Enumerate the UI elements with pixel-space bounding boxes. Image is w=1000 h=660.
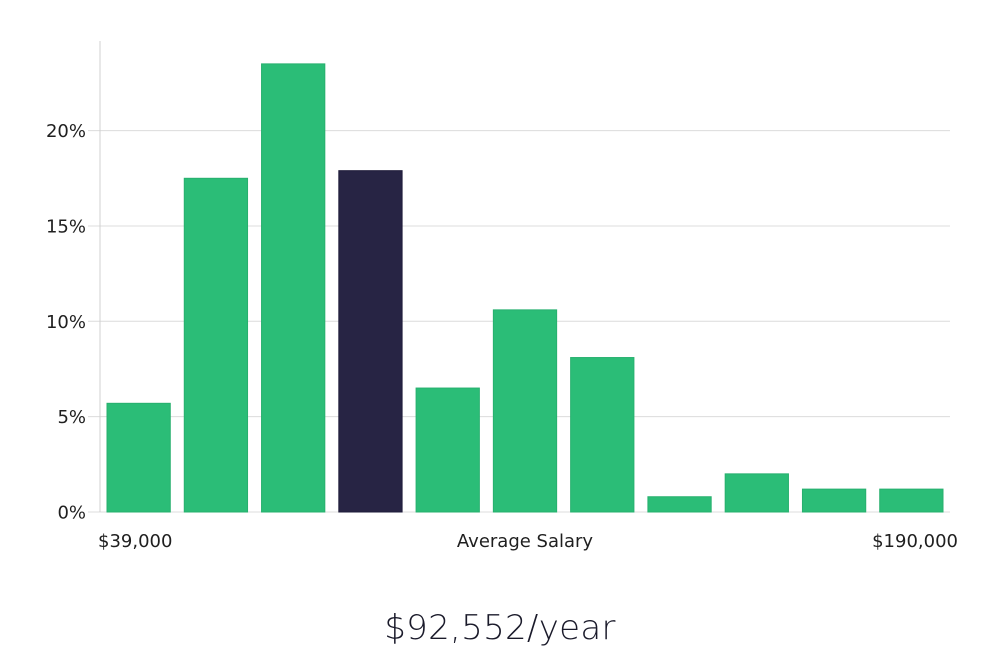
average-salary-value: $92,552/year	[384, 608, 616, 648]
histogram-bar	[724, 473, 789, 513]
y-tick-label: 10%	[46, 312, 86, 333]
y-axis: 0% 5% 10% 15% 20%	[46, 41, 101, 524]
x-axis-max-label: $190,000	[872, 531, 958, 552]
x-axis-min-label: $39,000	[98, 531, 172, 552]
histogram-bar	[106, 402, 171, 513]
histogram-bar	[647, 496, 712, 513]
histogram-bar	[261, 63, 326, 513]
salary-histogram: 0% 5% 10% 15% 20% $39,000 Average Salary $19…	[46, 41, 958, 552]
y-tick-label: 20%	[46, 121, 86, 142]
histogram-bar	[183, 177, 249, 513]
histogram-bar-highlighted	[338, 170, 403, 513]
histogram-bar	[879, 488, 944, 513]
y-tick-label: 0%	[57, 503, 86, 524]
histogram-bar	[415, 387, 480, 513]
histogram-bars	[106, 63, 944, 513]
histogram-bar	[492, 309, 558, 513]
histogram-bar	[801, 488, 867, 513]
x-axis-title: Average Salary	[457, 531, 594, 552]
y-tick-label: 15%	[46, 216, 86, 237]
y-tick-label: 5%	[57, 407, 86, 428]
x-axis: $39,000 Average Salary $190,000	[98, 531, 958, 552]
histogram-bar	[570, 357, 635, 513]
